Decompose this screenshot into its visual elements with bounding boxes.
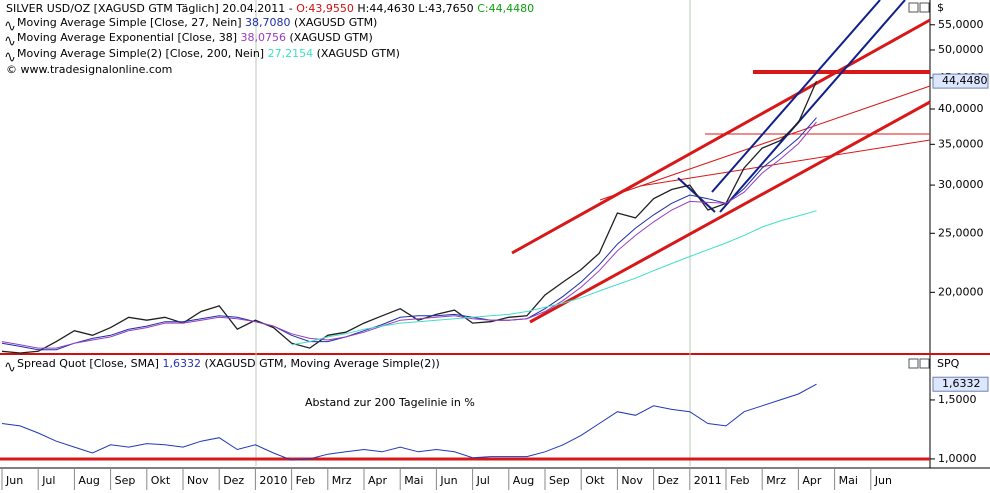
annotation: Abstand zur 200 Tagelinie in % [305, 396, 475, 409]
legend-name: Spread Quot [Close, SMA] [17, 357, 159, 370]
last-value-label: 44,4480 [942, 74, 988, 87]
legend-entry: Spread Quot [Close, SMA] 1,6332 (XAGUSD … [17, 357, 440, 370]
x-tick-label: Nov [187, 474, 209, 487]
x-tick-label: Aug [78, 474, 99, 487]
window-buttons[interactable] [908, 2, 930, 369]
y-tick-label: 50,0000 [938, 43, 984, 56]
y-tick-label: 20,0000 [938, 285, 984, 298]
series-line [1, 80, 818, 354]
instrument-header: SILVER USD/OZ [XAGUSD GTM Täglich] 20.04… [6, 2, 534, 15]
legend-entry: Moving Average Exponential [Close, 38] 3… [17, 31, 373, 44]
legend-value: 27,2154 [268, 47, 314, 60]
x-tick-label: Apr [368, 474, 388, 487]
x-tick-label: Dez [658, 474, 679, 487]
legend-icon [5, 362, 15, 372]
legend-icon [5, 36, 15, 46]
y-tick-label: 1,0000 [938, 452, 977, 465]
legend-icon [5, 21, 15, 31]
series-line [1, 117, 817, 351]
y-tick-label: 1,5000 [938, 393, 977, 406]
x-tick-label: 2011 [694, 474, 722, 487]
x-tick-label: Sep [549, 474, 570, 487]
x-tick-label: 2010 [259, 474, 287, 487]
x-tick-label: Okt [585, 474, 605, 487]
x-tick-label: Jun [874, 474, 892, 487]
y-tick-label: 55,0000 [938, 18, 984, 31]
legend-name: Moving Average Exponential [Close, 38] [17, 31, 237, 44]
x-tick-label: Aug [513, 474, 534, 487]
x-tick-label: Jul [476, 474, 490, 487]
legend-name: Moving Average Simple(2) [Close, 200, Ne… [17, 47, 264, 60]
series-line [291, 210, 817, 346]
x-tick-label: Dez [223, 474, 244, 487]
x-tick-label: Feb [730, 474, 749, 487]
x-tick-label: Mai [404, 474, 423, 487]
legend-source: (XAGUSD GTM) [317, 47, 400, 60]
open-label: O:43,9550 [296, 2, 354, 15]
x-tick-label: Jul [41, 474, 55, 487]
axis-title: SPQ [937, 357, 960, 370]
last-value-label: 1,6332 [942, 377, 981, 390]
axis-title: $ [937, 1, 944, 14]
y-tick-label: 35,0000 [938, 137, 984, 150]
close-label: C:44,4480 [477, 2, 534, 15]
x-tick-label: Okt [151, 474, 171, 487]
x-tick-label: Nov [621, 474, 643, 487]
legend-value: 38,7080 [245, 16, 291, 29]
legend-value: 38,0756 [241, 31, 287, 44]
series-line [1, 121, 817, 349]
y-tick-label: 40,0000 [938, 102, 984, 115]
x-tick-label: Mrz [332, 474, 352, 487]
x-tick-label: Apr [802, 474, 822, 487]
legend-source: (XAGUSD GTM, Moving Average Simple(2)) [204, 357, 439, 370]
x-tick-label: Jun [5, 474, 23, 487]
x-tick-label: Sep [115, 474, 136, 487]
legend-source: (XAGUSD GTM) [290, 31, 373, 44]
legend-entry: Moving Average Simple [Close, 27, Nein] … [17, 16, 377, 29]
legend-source: (XAGUSD GTM) [294, 16, 377, 29]
legend-value: 1,6332 [162, 357, 201, 370]
y-tick-label: 30,0000 [938, 178, 984, 191]
x-tick-label: Mrz [766, 474, 786, 487]
last-value-marker [932, 73, 989, 89]
title: SILVER USD/OZ [XAGUSD GTM Täglich] 20.04… [6, 2, 293, 15]
high-low-label: H:44,4630 L:43,7650 [357, 2, 473, 15]
x-tick-label: Mai [839, 474, 858, 487]
x-tick-label: Jun [439, 474, 457, 487]
x-tick-label: Feb [296, 474, 315, 487]
legend-name: Moving Average Simple [Close, 27, Nein] [17, 16, 242, 29]
legend-icon [5, 52, 15, 62]
last-value-marker [932, 376, 989, 392]
copyright: © www.tradesignalonline.com [6, 63, 172, 76]
legend-entry: Moving Average Simple(2) [Close, 200, Ne… [17, 47, 400, 60]
y-tick-label: 25,0000 [938, 226, 984, 239]
series-line [1, 383, 817, 461]
